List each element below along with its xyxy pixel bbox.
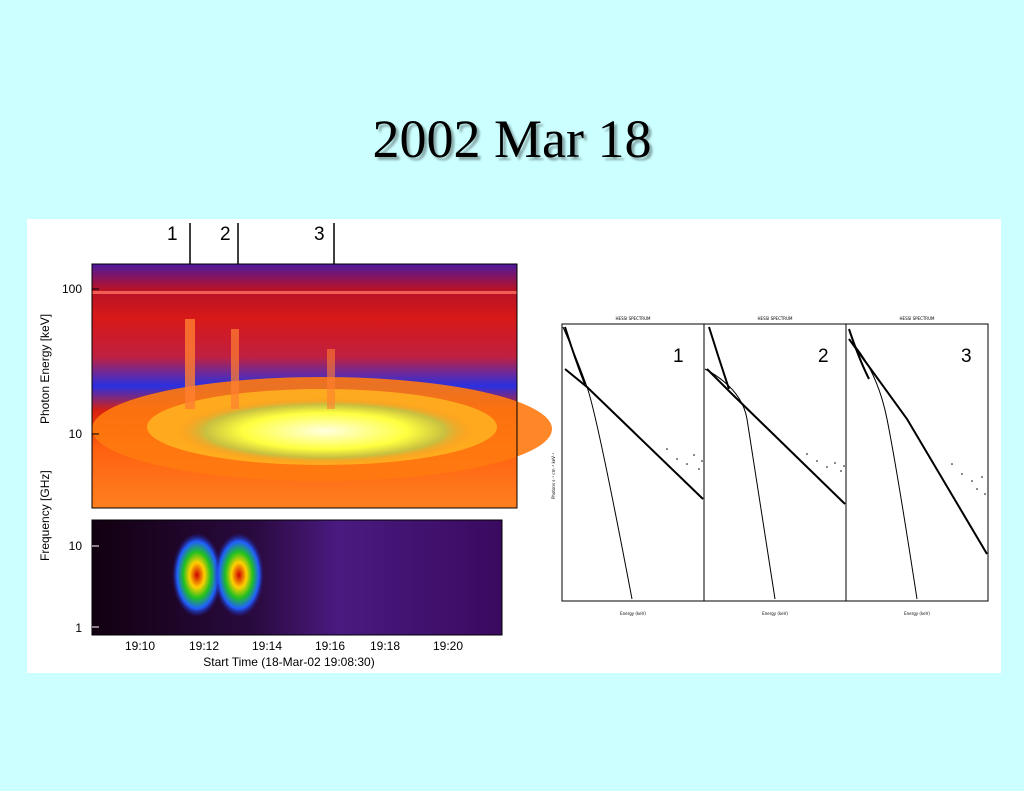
spectrum-number-1: 1	[673, 346, 684, 367]
spectrum-panel-1: HESSI SPECTRUM 1 Energy (keV) Photons s⁻…	[551, 316, 705, 616]
xtick-1910: 19:10	[125, 639, 155, 653]
figure-panel: 1 2 3 100 10 Photon Energy [keV]	[27, 219, 1001, 673]
figure-svg: 1 2 3 100 10 Photon Energy [keV]	[38, 223, 989, 669]
hxr-spectrogram: 100 10 Photon Energy [keV]	[38, 263, 552, 509]
spectrum-panel-2: HESSI SPECTRUM 2 Energy (keV)	[703, 316, 847, 616]
hxr-ylabel: Photon Energy [keV]	[38, 314, 52, 424]
spectrum-ylabel: Photons s⁻¹ cm⁻² keV⁻¹	[551, 452, 556, 499]
hxr-ytick-100: 100	[62, 282, 82, 296]
arrow-label-1: 1	[167, 224, 178, 245]
xtick-1914: 19:14	[252, 639, 282, 653]
arrow-label-2: 2	[220, 224, 231, 245]
spectrum-xlabel-1: Energy (keV)	[620, 611, 646, 616]
radio-ytick-10: 10	[69, 539, 83, 553]
spectrum-title-2: HESSI SPECTRUM	[758, 316, 793, 321]
spectrum-xlabel-3: Energy (keV)	[904, 611, 930, 616]
xtick-1920: 19:20	[433, 639, 463, 653]
spectrum-xlabel-2: Energy (keV)	[762, 611, 788, 616]
arrow-label-3: 3	[314, 224, 325, 245]
spectrum-data-points	[666, 448, 986, 495]
xtick-1916: 19:16	[315, 639, 345, 653]
spectrum-number-2: 2	[818, 346, 829, 367]
hxr-ytick-10: 10	[69, 427, 83, 441]
slide-title: 2002 Mar 18	[372, 109, 652, 169]
spectrum-title-3: HESSI SPECTRUM	[900, 316, 935, 321]
spectrum-panel-3: HESSI SPECTRUM 3 Energy (keV)	[845, 316, 989, 616]
spectrum-title-1: HESSI SPECTRUM	[616, 316, 651, 321]
spectra-figure: HESSI SPECTRUM 1 Energy (keV) Photons s⁻…	[551, 316, 989, 616]
xtick-1918: 19:18	[370, 639, 400, 653]
spectrum-number-3: 3	[961, 346, 972, 367]
radio-spectrogram: 10 1 Frequency [GHz] 19:10 19:12 19:14 1…	[38, 470, 503, 669]
radio-ytick-1: 1	[75, 621, 82, 635]
xtick-1912: 19:12	[189, 639, 219, 653]
radio-ylabel: Frequency [GHz]	[38, 470, 52, 561]
time-xlabel: Start Time (18-Mar-02 19:08:30)	[203, 655, 374, 669]
